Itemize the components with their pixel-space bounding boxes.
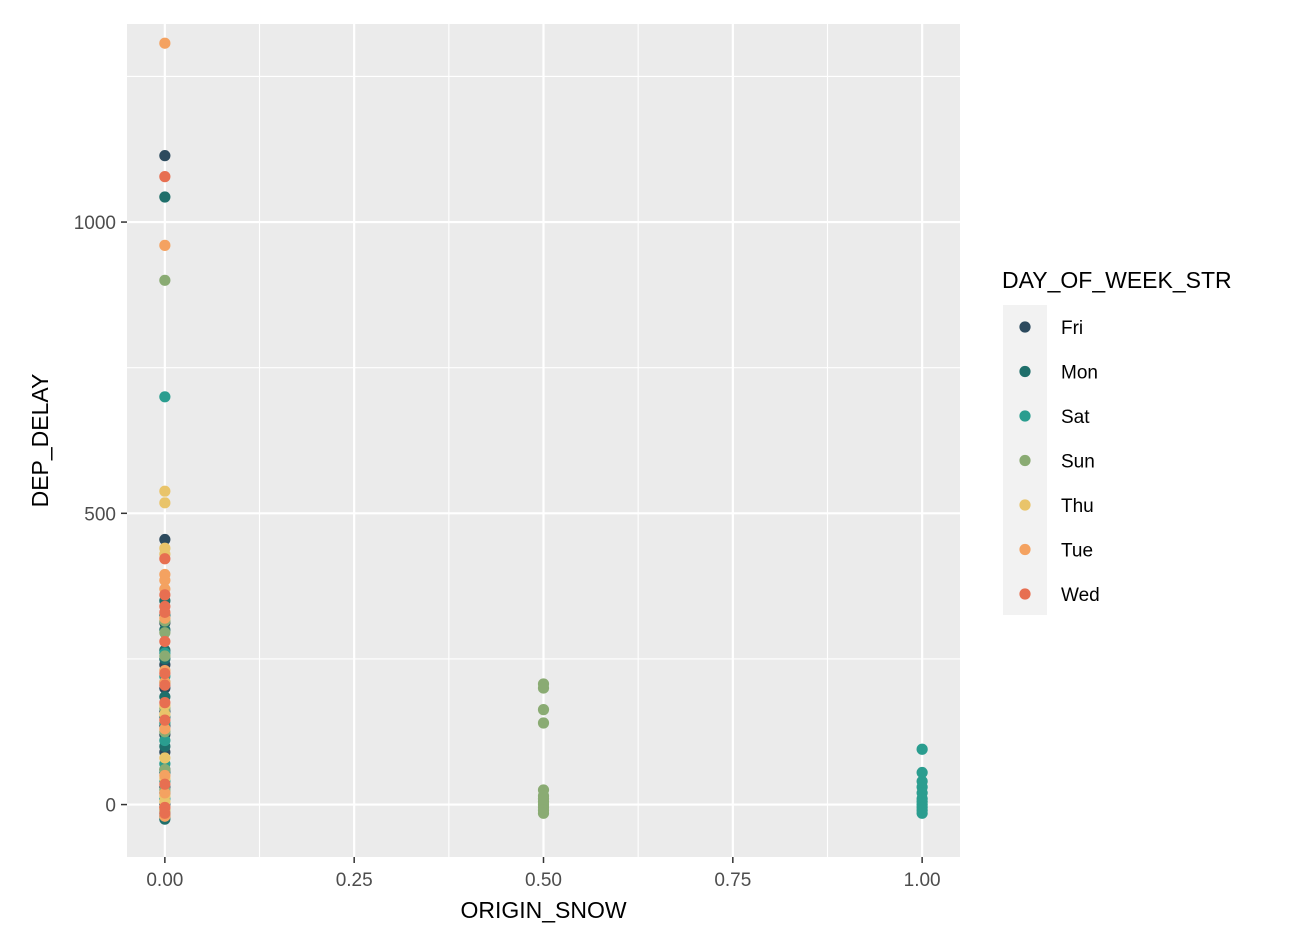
legend-label-wed: Wed [1061,585,1100,606]
legend-key-sat [1019,410,1031,422]
data-point-wed [159,667,171,680]
data-point-sun [159,627,171,639]
x-tick-label: 0.25 [336,870,373,891]
legend-key-fri [1019,321,1031,333]
data-point-wed [159,606,171,618]
data-point-wed [159,553,171,565]
data-point-tue [159,787,171,799]
x-tick-label: 0.75 [714,870,751,891]
legend-key-wed [1019,588,1031,600]
data-point-sat [916,766,928,779]
data-point-fri [159,533,171,546]
data-point-sun [159,274,171,286]
data-point-sun [537,704,550,716]
legend-label-thu: Thu [1061,496,1094,517]
y-tick-label: 0 [105,796,116,817]
legend-key-tue [1019,543,1031,556]
data-point-tue [159,723,171,735]
data-point-wed [159,807,171,819]
legend-label-sat: Sat [1061,407,1090,428]
data-points [159,37,928,825]
x-axis-title: ORIGIN_SNOW [460,897,626,923]
legend-label-sun: Sun [1061,452,1095,473]
data-point-mon [159,191,171,203]
data-point-wed [159,635,171,648]
data-point-sun [537,717,550,729]
data-point-sat [159,734,171,747]
data-point-sat [916,807,928,819]
legend: DAY_OF_WEEK_STR Fri Mon Sat Sun Thu Tue Wed [1002,267,1232,615]
x-tick-label: 0.50 [525,870,562,891]
data-point-thu [159,485,171,497]
data-point-thu [159,497,171,509]
legend-label-fri: Fri [1061,318,1083,339]
data-point-wed [159,714,171,726]
data-point-tue [159,769,171,782]
data-point-sun [159,650,171,662]
data-point-tue [159,239,171,251]
legend-key-sun [1019,454,1031,467]
legend-items: Fri Mon Sat Sun Thu Tue Wed [1019,318,1100,606]
data-point-thu [159,752,171,764]
legend-key-mon [1019,365,1031,378]
y-tick-label: 1000 [74,213,116,234]
data-point-tue [159,37,171,49]
data-point-wed [159,171,171,183]
data-point-wed [159,697,171,709]
data-point-wed [159,589,171,601]
data-point-tue [159,574,171,586]
data-point-fri [159,150,171,162]
x-tick-label: 1.00 [904,870,941,891]
legend-key-thu [1019,499,1031,511]
data-point-sat [159,391,171,403]
x-tick-label: 0.00 [146,870,183,891]
y-tick-label: 500 [84,504,116,525]
x-axis: 0.00 0.25 0.50 0.75 1.00 [146,857,941,891]
legend-label-tue: Tue [1061,541,1093,562]
data-point-wed [159,778,171,790]
data-point-sun [537,807,550,819]
data-point-sat [916,743,928,755]
data-point-wed [159,679,171,691]
y-axis-title: DEP_DELAY [27,374,53,508]
legend-title: DAY_OF_WEEK_STR [1002,267,1232,293]
legend-label-mon: Mon [1061,363,1098,384]
y-axis: 0 500 1000 [74,213,127,817]
data-point-sun [537,682,550,694]
